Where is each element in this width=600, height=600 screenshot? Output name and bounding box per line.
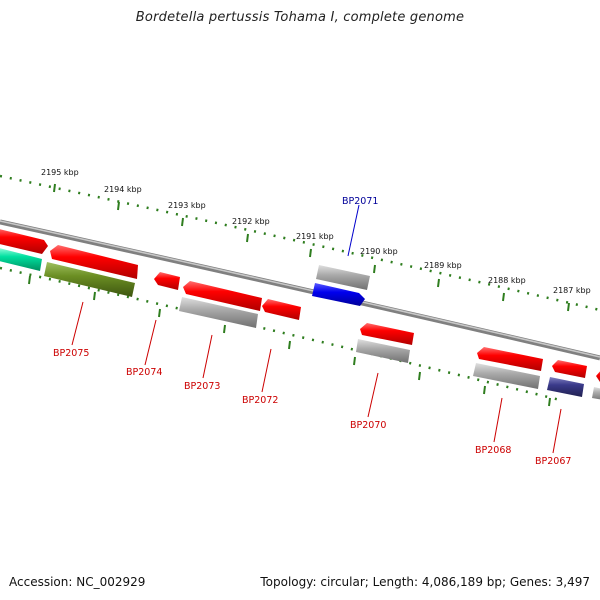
- kbp-tick: [418, 371, 421, 381]
- kbp-tick: [548, 397, 551, 407]
- kbp-tick: [483, 385, 486, 395]
- gene-feature: [592, 387, 600, 400]
- kbp-label: 2188 kbp: [488, 276, 526, 285]
- kbp-tick: [567, 302, 570, 312]
- kbp-label: 2192 kbp: [232, 217, 270, 226]
- kbp-tick: [28, 275, 31, 285]
- kbp-tick: [117, 201, 120, 211]
- kbp-label: 2191 kbp: [296, 232, 334, 241]
- gene-label-bp2071: BP2071: [342, 196, 378, 207]
- label-leaders: [71, 204, 562, 454]
- gene-feature: [547, 377, 584, 397]
- kbp-tick: [288, 340, 291, 350]
- gene-label-bp2070: BP2070: [350, 420, 386, 431]
- gene-feature: [360, 323, 414, 345]
- gene-feature: [0, 248, 42, 271]
- kbp-label: 2193 kbp: [168, 201, 206, 210]
- genome-backbone: [0, 219, 600, 361]
- kbp-tick: [181, 217, 184, 227]
- kbp-label: 2194 kbp: [104, 185, 142, 194]
- leader-line: [552, 408, 562, 454]
- kbp-tick: [373, 264, 376, 274]
- kbp-tick: [309, 248, 312, 258]
- gene-feature: [473, 363, 540, 389]
- leader-line: [367, 372, 379, 418]
- kbp-tick: [93, 291, 96, 301]
- leader-line: [347, 204, 360, 257]
- gene-label-bp2072: BP2072: [242, 395, 278, 406]
- inner-scale-track: [0, 266, 561, 402]
- gene-feature: [477, 347, 543, 371]
- footer-genome-info: Topology: circular; Length: 4,086,189 bp…: [260, 575, 590, 589]
- gene-feature: [316, 265, 370, 290]
- kbp-tick: [437, 278, 440, 288]
- leader-line: [144, 319, 157, 366]
- gene-label-bp2073: BP2073: [184, 381, 220, 392]
- gene-feature: [179, 297, 258, 328]
- gene-feature: [44, 262, 135, 297]
- kbp-tick: [53, 183, 56, 193]
- leader-line: [493, 397, 503, 443]
- gene-feature: [356, 339, 410, 363]
- gene-feature: [262, 299, 301, 320]
- gene-features: [0, 229, 600, 400]
- gene-label-bp2067: BP2067: [535, 456, 571, 467]
- gene-feature: [50, 245, 138, 279]
- gene-label-bp2075: BP2075: [53, 348, 89, 359]
- leader-line: [71, 301, 84, 346]
- gene-label-bp2068: BP2068: [475, 445, 511, 456]
- kbp-tick: [158, 308, 161, 318]
- gene-feature: [552, 360, 587, 378]
- gene-feature: [0, 229, 48, 254]
- kbp-label: 2189 kbp: [424, 261, 462, 270]
- leader-line: [261, 348, 272, 393]
- gene-feature: [183, 281, 262, 311]
- inner-major-ticks: [28, 275, 551, 407]
- kbp-label: 2187 kbp: [553, 286, 591, 295]
- kbp-label: 2190 kbp: [360, 247, 398, 256]
- kbp-label: 2195 kbp: [41, 168, 79, 177]
- map-title: Bordetella pertussis Tohama I, complete …: [135, 10, 465, 25]
- gene-feature: [312, 283, 365, 306]
- leader-line: [202, 334, 213, 379]
- gene-label-bp2074: BP2074: [126, 367, 162, 378]
- kbp-tick: [223, 324, 226, 334]
- scale-labels: 2195 kbp 2194 kbp 2193 kbp 2192 kbp 2191…: [41, 168, 591, 295]
- kbp-tick: [353, 356, 356, 366]
- gene-feature: [154, 272, 180, 290]
- kbp-tick: [502, 292, 505, 302]
- outer-major-ticks: [53, 183, 570, 312]
- gene-labels: BP2075 BP2074 BP2073 BP2072 BP2071 BP207…: [53, 196, 571, 467]
- gene-feature: [596, 371, 600, 382]
- genome-backbone-highlight: [0, 220, 600, 358]
- footer-accession: Accession: NC_002929: [9, 575, 146, 589]
- kbp-tick: [246, 233, 249, 243]
